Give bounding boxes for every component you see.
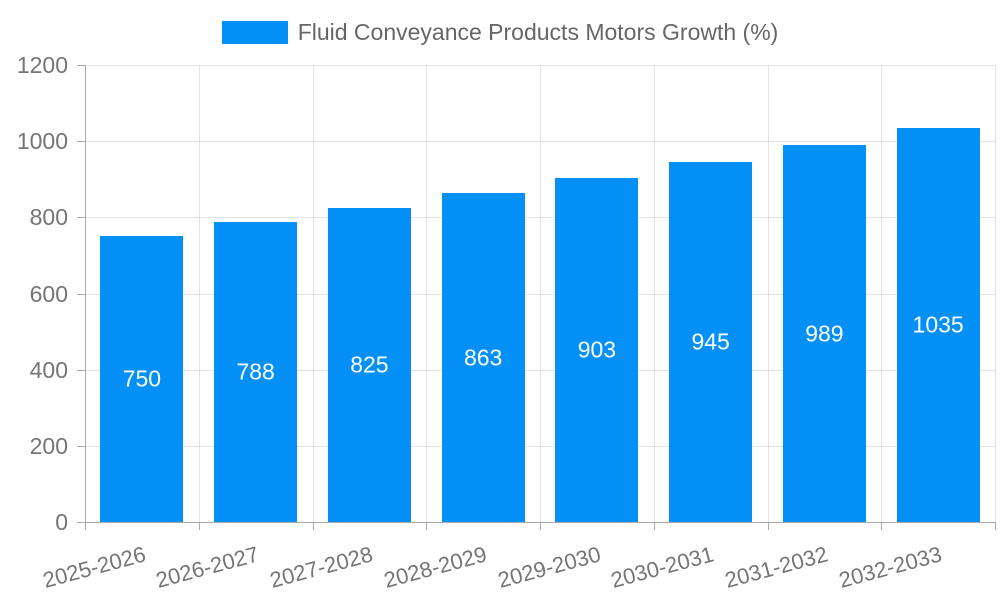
x-tick-3 <box>426 522 428 530</box>
bar-2032-2033[interactable] <box>896 127 980 522</box>
y-tick-800 <box>77 217 85 219</box>
x-tick-label-2031-2032: 2031-2032 <box>722 541 831 593</box>
bar-value-2030-2031: 945 <box>691 328 730 355</box>
gridline-v-6 <box>767 65 769 522</box>
bar-2031-2032[interactable] <box>782 145 866 522</box>
bar-2028-2029[interactable] <box>441 193 525 522</box>
x-tick-6 <box>767 522 769 530</box>
x-tick-label-2027-2028: 2027-2028 <box>267 541 376 593</box>
gridline-v-2 <box>312 65 314 522</box>
y-tick-200 <box>77 445 85 447</box>
y-tick-label-200: 200 <box>29 432 68 459</box>
gridline-v-4 <box>540 65 541 522</box>
x-tick-2 <box>312 522 314 530</box>
x-tick-label-2032-2033: 2032-2033 <box>836 541 945 593</box>
bar-value-2032-2033: 1035 <box>912 311 964 338</box>
gridline-v-7 <box>881 65 883 522</box>
bar-value-2031-2032: 989 <box>805 320 844 347</box>
x-tick-5 <box>653 522 655 530</box>
x-tick-label-2028-2029: 2028-2029 <box>381 541 490 593</box>
bar-2027-2028[interactable] <box>327 207 411 522</box>
x-tick-1 <box>198 522 200 530</box>
x-axis-line <box>77 522 995 523</box>
y-tick-label-1000: 1000 <box>16 128 68 155</box>
chart-legend[interactable]: Fluid Conveyance Products Motors Growth … <box>0 19 1000 45</box>
y-tick-400 <box>77 369 85 371</box>
x-tick-7 <box>881 522 883 530</box>
y-tick-0 <box>77 522 85 523</box>
gridline-v-3 <box>426 65 428 522</box>
y-tick-label-600: 600 <box>29 280 68 307</box>
y-tick-1200 <box>77 65 85 66</box>
y-axis-line <box>85 65 86 530</box>
bar-value-2026-2027: 788 <box>236 358 275 385</box>
bar-2029-2030[interactable] <box>555 178 639 522</box>
x-tick-label-2029-2030: 2029-2030 <box>494 541 603 593</box>
x-tick-label-2025-2026: 2025-2026 <box>39 541 148 593</box>
bar-value-2025-2026: 750 <box>122 365 162 392</box>
bar-value-2027-2028: 825 <box>350 351 389 378</box>
bar-value-2028-2029: 863 <box>463 344 503 371</box>
legend-swatch <box>221 20 288 44</box>
bar-2025-2026[interactable] <box>100 236 184 522</box>
x-tick-8 <box>995 522 996 530</box>
y-tick-label-800: 800 <box>29 204 68 231</box>
x-tick-0 <box>85 522 86 530</box>
y-tick-label-400: 400 <box>29 356 68 383</box>
x-tick-label-2026-2027: 2026-2027 <box>153 541 262 593</box>
bar-value-2029-2030: 903 <box>577 336 617 363</box>
gridline-v-5 <box>653 65 655 522</box>
y-tick-label-1200: 1200 <box>16 52 68 78</box>
y-tick-label-0: 0 <box>55 509 68 535</box>
legend-label: Fluid Conveyance Products Motors Growth … <box>297 19 779 45</box>
x-tick-4 <box>540 522 541 530</box>
gridline-v-1 <box>198 65 200 522</box>
bar-2030-2031[interactable] <box>669 162 753 522</box>
y-tick-1000 <box>77 141 85 143</box>
gridline-v-8 <box>995 65 996 522</box>
bar-2026-2027[interactable] <box>214 221 298 522</box>
y-tick-600 <box>77 293 85 295</box>
x-tick-label-2030-2031: 2030-2031 <box>608 541 717 593</box>
